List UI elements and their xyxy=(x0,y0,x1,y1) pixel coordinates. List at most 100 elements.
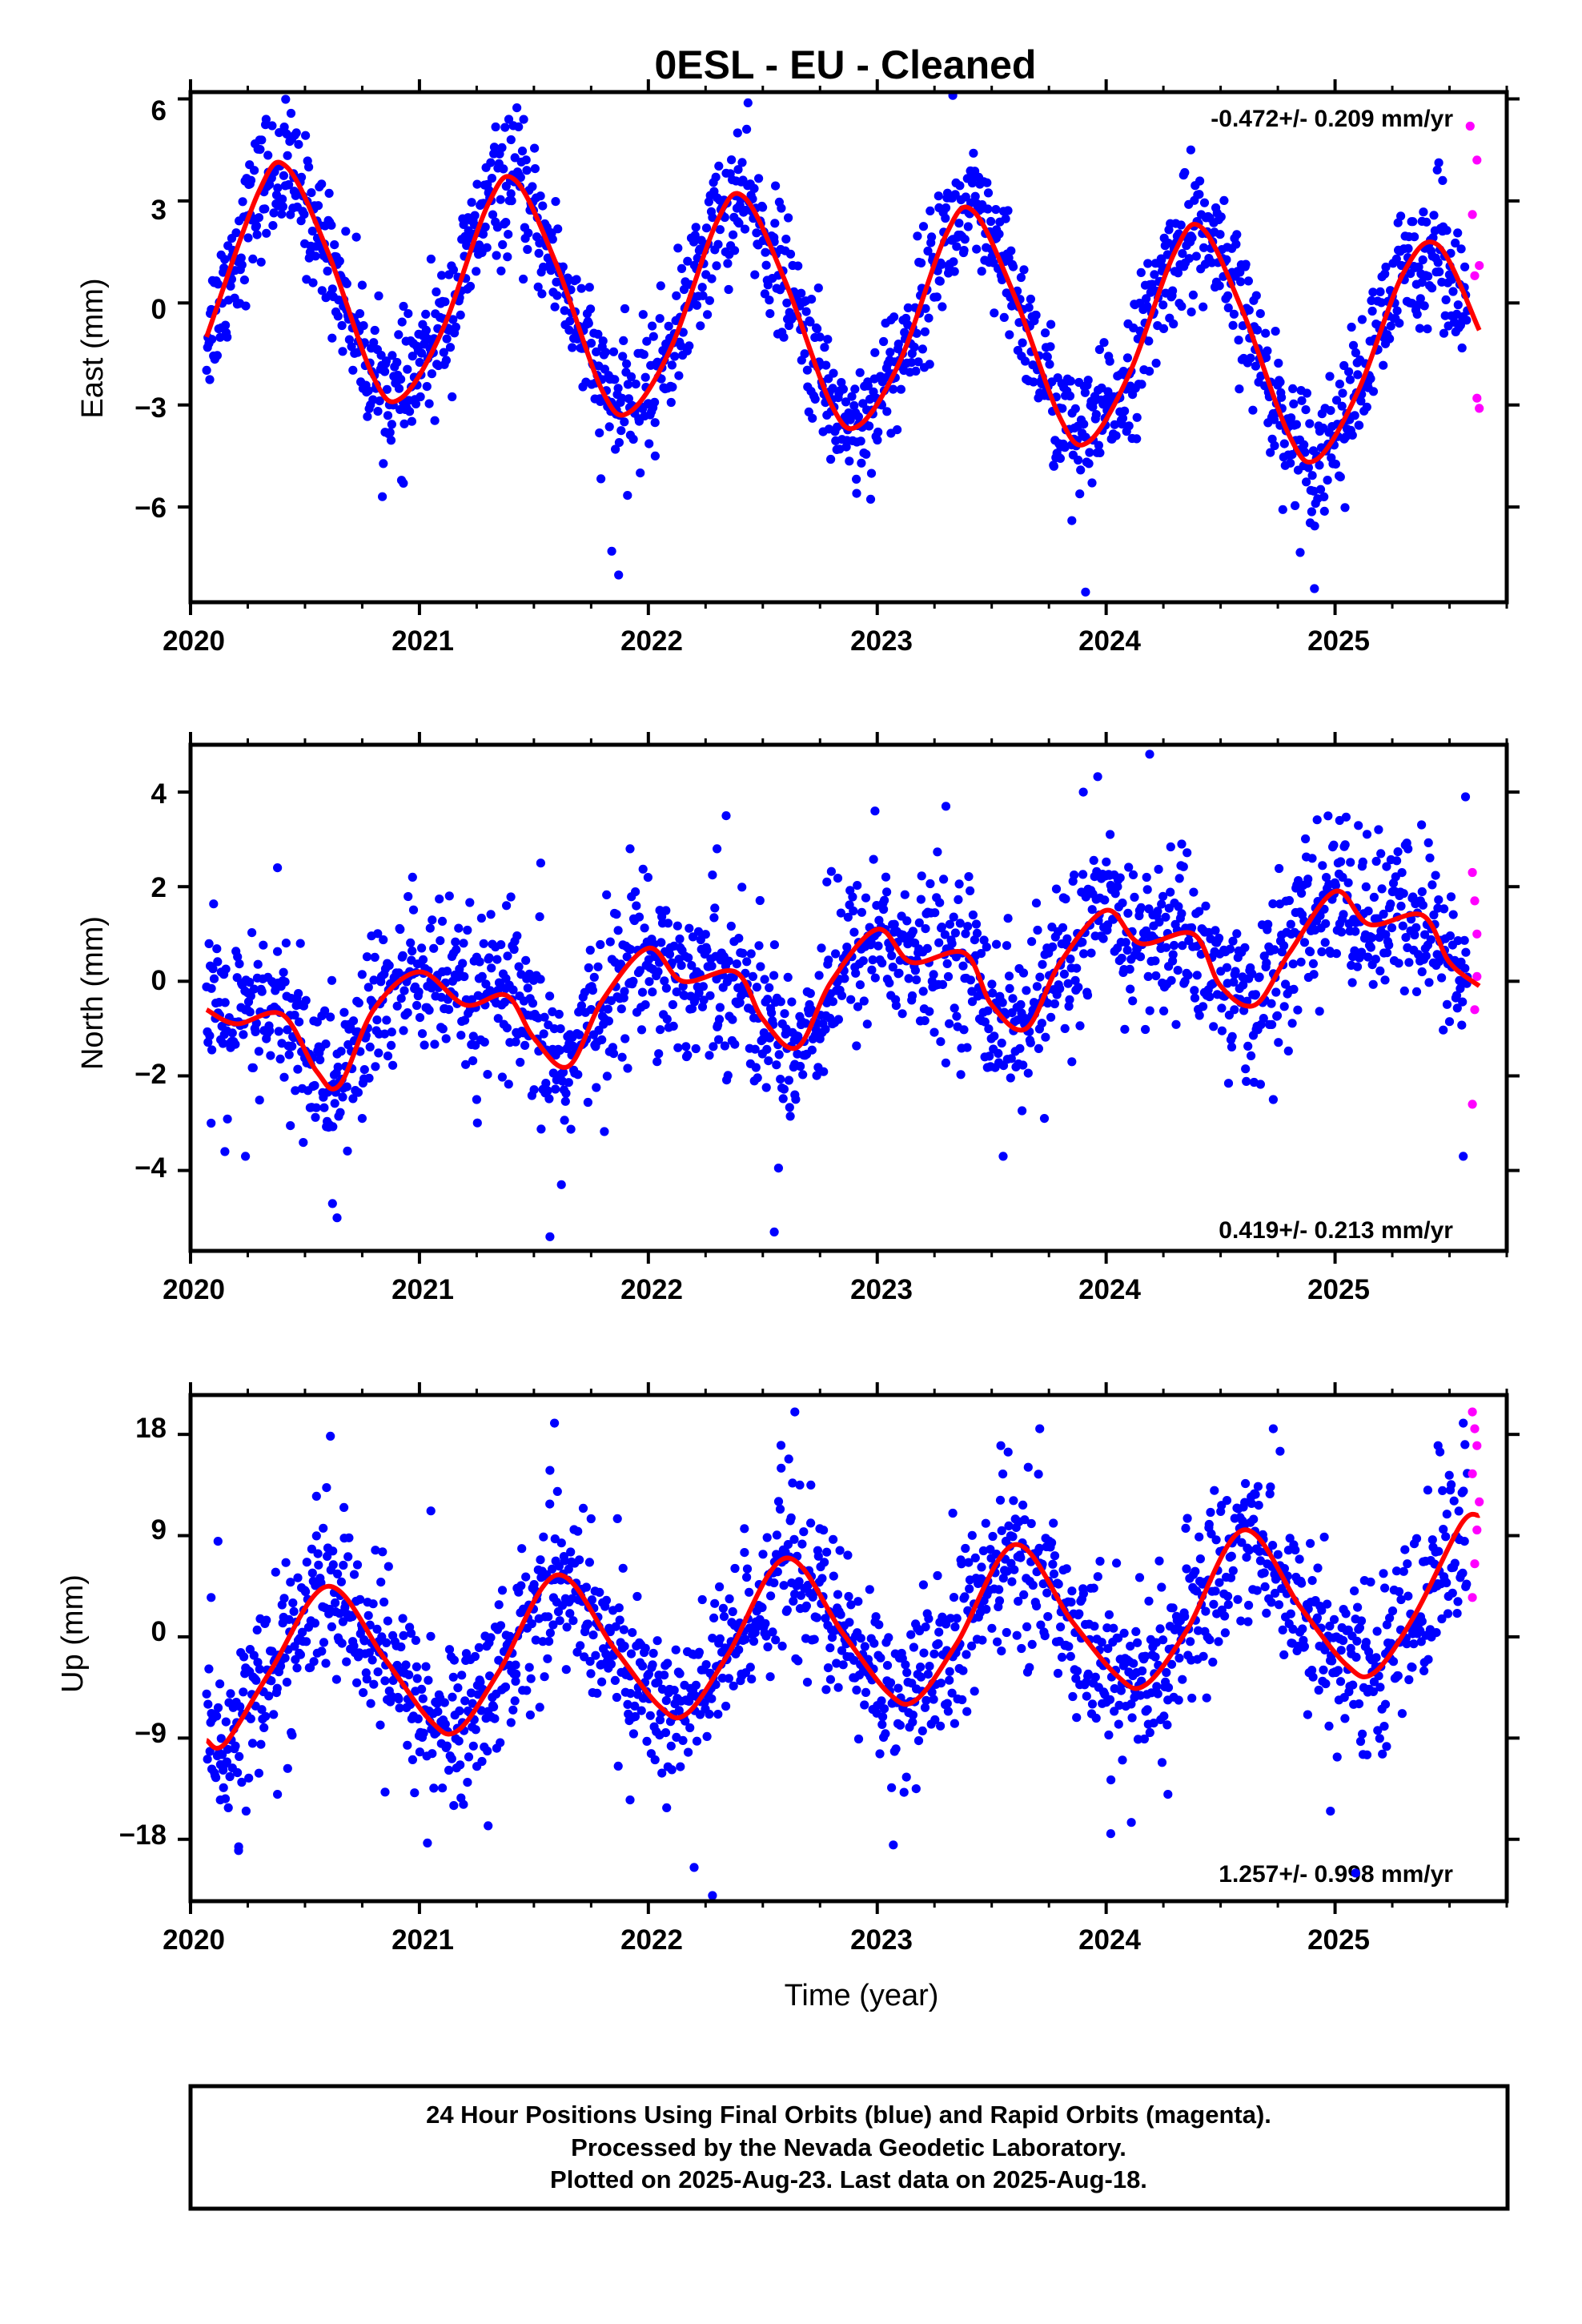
north-final-point xyxy=(1354,821,1363,830)
up-final-point xyxy=(309,1657,319,1667)
north-final-point xyxy=(673,921,682,931)
up-final-point xyxy=(906,1630,916,1639)
north-final-point xyxy=(213,957,223,967)
north-final-point xyxy=(564,1078,573,1088)
north-final-point xyxy=(751,1063,761,1072)
east-final-point xyxy=(886,315,896,325)
up-final-point xyxy=(352,1560,363,1570)
up-final-point xyxy=(1214,1637,1223,1647)
east-final-point xyxy=(754,174,764,183)
north-final-point xyxy=(483,1070,492,1080)
east-model-curve xyxy=(204,159,1482,465)
north-final-point xyxy=(1442,999,1452,1009)
north-final-point xyxy=(963,922,973,931)
up-final-point xyxy=(710,1598,720,1608)
east-final-point xyxy=(380,428,390,437)
east-final-point xyxy=(1366,374,1375,384)
east-final-point xyxy=(368,395,378,404)
east-final-point xyxy=(383,411,393,420)
north-final-point xyxy=(640,1000,650,1010)
north-final-point xyxy=(882,887,892,897)
north-final-point xyxy=(814,971,824,980)
north-final-point xyxy=(1130,892,1139,902)
east-final-point xyxy=(1357,315,1367,324)
north-final-point xyxy=(728,1015,737,1024)
north-final-point xyxy=(1110,889,1120,899)
up-final-point xyxy=(925,1662,934,1671)
up-final-point xyxy=(328,1560,338,1570)
east-final-point xyxy=(823,335,833,344)
east-final-point xyxy=(492,251,501,260)
north-final-point xyxy=(1321,919,1331,928)
up-final-point xyxy=(457,1671,467,1680)
up-final-point xyxy=(336,1577,346,1586)
east-final-point xyxy=(426,254,436,264)
north-final-point xyxy=(662,1015,672,1024)
east-final-point xyxy=(451,322,461,332)
up-final-point xyxy=(772,1530,782,1540)
east-final-point xyxy=(1215,281,1224,291)
north-final-point xyxy=(1366,943,1375,952)
up-final-point xyxy=(881,1729,890,1739)
east-final-point xyxy=(1315,460,1324,470)
up-final-point xyxy=(773,1497,784,1506)
north-final-point xyxy=(1153,907,1162,916)
east-final-point xyxy=(257,135,267,145)
north-final-point xyxy=(1417,820,1427,830)
east-final-point xyxy=(317,286,327,296)
east-final-point xyxy=(1263,346,1272,356)
east-final-point xyxy=(650,451,661,461)
east-final-point xyxy=(937,259,946,269)
north-final-point xyxy=(767,1008,777,1018)
east-final-point xyxy=(221,320,231,330)
up-final-point xyxy=(401,1660,411,1670)
north-final-point xyxy=(253,959,263,969)
up-final-point xyxy=(663,1659,673,1668)
east-final-point xyxy=(623,380,633,389)
east-final-point xyxy=(1005,330,1014,340)
up-final-point xyxy=(718,1603,729,1613)
up-final-point xyxy=(869,1638,879,1648)
up-final-point xyxy=(554,1562,564,1571)
north-final-point xyxy=(889,919,899,929)
up-final-point xyxy=(307,1568,317,1578)
up-final-point xyxy=(367,1655,377,1665)
up-final-point xyxy=(251,1675,261,1685)
east-final-point xyxy=(689,237,699,247)
up-final-point xyxy=(819,1526,829,1535)
north-final-point xyxy=(357,1114,367,1124)
up-final-point xyxy=(562,1622,572,1632)
north-final-point xyxy=(560,1096,570,1106)
north-final-point xyxy=(1420,930,1430,939)
up-final-point xyxy=(578,1503,588,1513)
north-final-point xyxy=(940,930,950,939)
north-final-point xyxy=(1393,847,1403,857)
north-final-point xyxy=(1287,1019,1297,1028)
east-final-point xyxy=(1423,271,1433,281)
east-final-point xyxy=(408,352,417,361)
east-final-point xyxy=(1147,279,1157,289)
east-final-point xyxy=(865,494,876,505)
up-final-point xyxy=(1205,1635,1215,1645)
east-final-point xyxy=(1433,258,1443,267)
up-final-point xyxy=(257,1705,267,1715)
north-final-point xyxy=(218,1039,228,1048)
up-final-point xyxy=(1145,1727,1154,1738)
north-final-point xyxy=(396,994,406,1003)
north-final-point xyxy=(484,953,494,963)
east-final-point xyxy=(1270,440,1279,451)
up-final-point xyxy=(795,1480,805,1490)
up-final-point xyxy=(844,1591,853,1602)
up-final-point xyxy=(584,1558,595,1567)
north-final-point xyxy=(972,928,982,938)
east-final-point xyxy=(1075,489,1085,499)
up-final-point xyxy=(1243,1617,1253,1626)
east-final-point xyxy=(472,267,481,276)
up-final-point xyxy=(1105,1695,1115,1704)
east-final-point xyxy=(740,224,750,234)
east-final-point xyxy=(724,284,733,295)
east-final-point xyxy=(432,287,441,297)
north-final-point xyxy=(370,952,379,962)
east-panel: -0.472+/- 0.209 mm/yr East (mm) 6 3 0 −3… xyxy=(76,79,1520,657)
up-final-point xyxy=(595,1587,604,1597)
